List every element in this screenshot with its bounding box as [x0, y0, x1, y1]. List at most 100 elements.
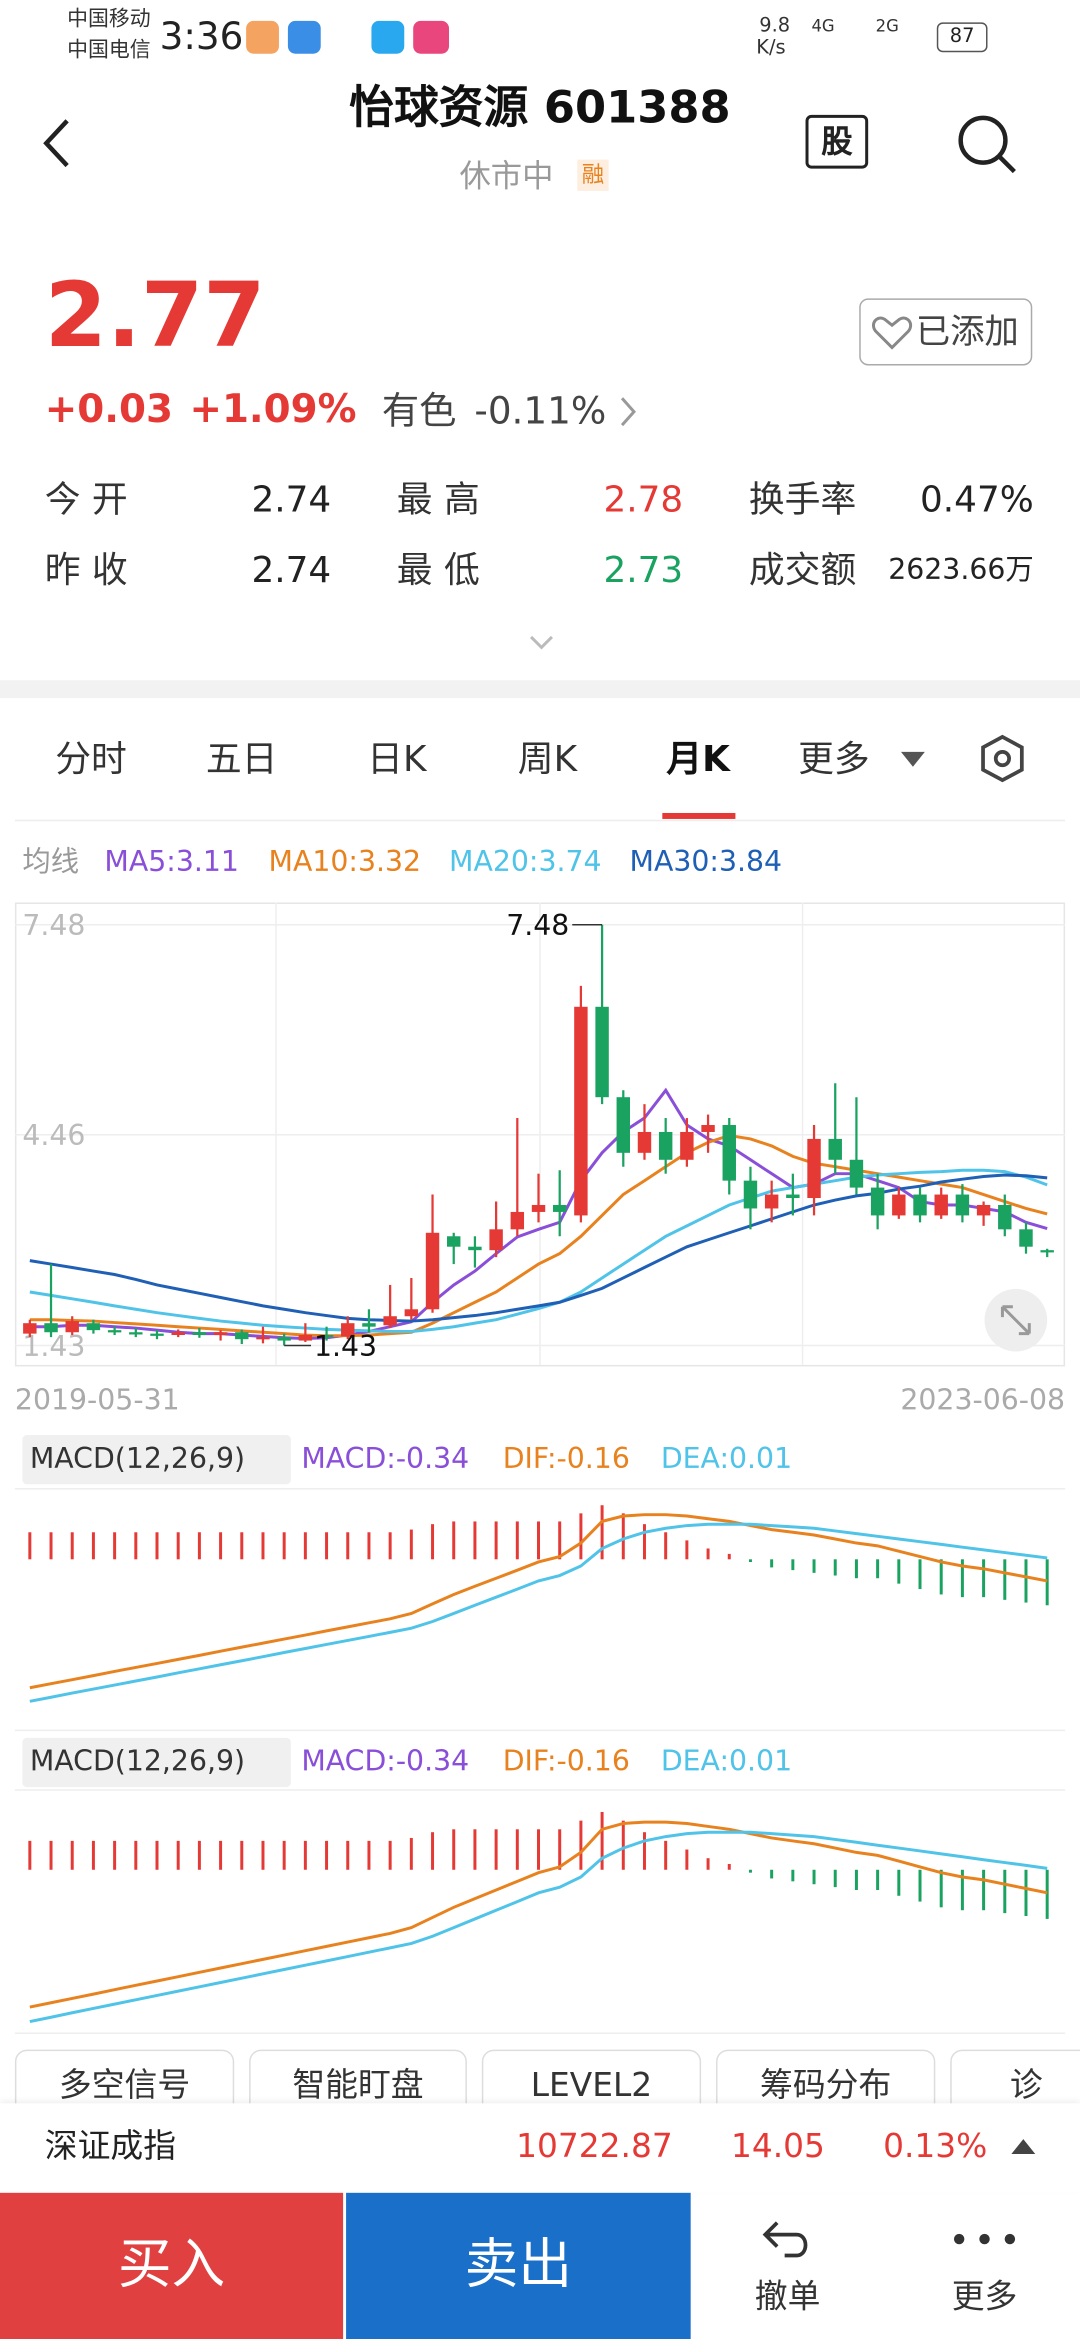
tab[interactable]: 月K — [666, 738, 730, 781]
settings-icon-dot — [993, 749, 1012, 768]
collapse-arrow[interactable] — [1010, 2136, 1037, 2157]
ma-legend: MA5:3.11 — [104, 845, 239, 879]
index-bar[interactable] — [0, 2103, 1080, 2193]
candle-body — [298, 1335, 313, 1341]
candle-body — [171, 1332, 185, 1336]
candle-body — [637, 1131, 652, 1153]
ma-legend: MA20:3.74 — [449, 845, 602, 879]
tab[interactable]: 五日 — [205, 738, 278, 781]
expand-chevron[interactable] — [528, 634, 555, 652]
app-icon — [287, 20, 321, 54]
stock-button[interactable]: 股 — [805, 114, 869, 169]
tool-button[interactable]: 多空信号 — [14, 2049, 235, 2125]
stat-value: 2.74 — [251, 478, 332, 521]
candle-body — [955, 1194, 970, 1216]
active-tab-underline — [662, 812, 736, 819]
ma-legend: MA10:3.32 — [268, 845, 422, 879]
start-date: 2019-05-31 — [14, 1384, 180, 1418]
tab[interactable]: 日K — [367, 738, 427, 781]
sell-button[interactable]: 卖出 — [346, 2192, 691, 2340]
macd-legend: MACD:-0.34 — [301, 1442, 470, 1476]
candle-body — [468, 1246, 482, 1251]
candle-body — [425, 1232, 440, 1310]
back-button[interactable] — [37, 116, 82, 170]
candle-body — [849, 1159, 864, 1188]
end-date: 2023-06-08 — [900, 1384, 1066, 1418]
sector[interactable]: 有色 — [381, 389, 457, 433]
candle-body — [235, 1332, 249, 1340]
candle-body — [129, 1332, 143, 1335]
candle-body — [595, 1006, 609, 1098]
ma-title: 均线 — [22, 845, 80, 879]
candle-body — [913, 1194, 927, 1216]
stat-label: 今 开 — [44, 478, 128, 521]
candle-body — [150, 1333, 164, 1336]
candle-body — [23, 1323, 37, 1334]
candle-body — [65, 1321, 79, 1333]
candle-body — [701, 1125, 715, 1132]
stat-label: 成交额 — [748, 548, 857, 591]
dif-legend: DIF:-0.16 — [502, 1442, 630, 1476]
macd-label-box[interactable] — [22, 1737, 291, 1788]
candle-body — [722, 1125, 736, 1181]
dif-line — [29, 1513, 1048, 1690]
app-icon — [371, 20, 405, 54]
sector-pct[interactable]: -0.11% — [474, 389, 607, 433]
tab[interactable]: 分时 — [55, 738, 127, 781]
candle-body — [362, 1323, 376, 1327]
stat-label: 昨 收 — [44, 548, 128, 591]
clock: 3:36 — [159, 14, 244, 59]
tool-button[interactable]: LEVEL2 — [481, 2049, 702, 2125]
candle-body — [892, 1194, 906, 1216]
candle-body — [680, 1131, 694, 1160]
candle-body — [552, 1204, 567, 1212]
stat-value: 2.73 — [603, 548, 684, 591]
macd-label-box[interactable] — [22, 1435, 291, 1485]
candle-body — [1040, 1250, 1054, 1253]
candle-body — [319, 1335, 334, 1338]
min-label: 1.43 — [314, 1330, 377, 1363]
candle-body — [341, 1323, 355, 1337]
market-status: 休市中 — [459, 158, 554, 194]
index-change-pct: 0.13% — [883, 2128, 988, 2166]
search-button[interactable] — [955, 112, 1021, 178]
price-change-pct: +1.09% — [189, 387, 357, 433]
candle-body — [489, 1229, 503, 1251]
candle-body — [383, 1316, 397, 1326]
macd-legend: MACD:-0.34 — [301, 1745, 470, 1779]
cancel-button[interactable]: 撤单 — [754, 2279, 821, 2317]
tab[interactable]: 周K — [517, 738, 578, 781]
candle-body — [998, 1204, 1012, 1230]
candle-body — [976, 1204, 991, 1216]
index-name: 深证成指 — [44, 2128, 177, 2166]
dea-legend: DEA:0.01 — [660, 1745, 793, 1779]
candle-body — [807, 1138, 821, 1199]
y-tick-label: 1.43 — [22, 1330, 85, 1363]
max-label: 7.48 — [506, 909, 569, 942]
network: 4G — [811, 16, 835, 36]
net-speed-unit: K/s — [756, 37, 786, 60]
battery: 87 — [936, 22, 988, 53]
buy-button[interactable]: 买入 — [0, 2192, 344, 2340]
price-change: +0.03 — [44, 387, 173, 433]
watch-button[interactable]: 已添加 — [859, 298, 1033, 366]
candle-body — [1019, 1229, 1033, 1247]
macd-title[interactable]: MACD(12,26,9) — [29, 1442, 246, 1476]
stat-label: 最 高 — [396, 478, 480, 521]
tab[interactable]: 更多 — [798, 738, 870, 781]
candle-body — [743, 1180, 758, 1209]
stat-value: 2.74 — [251, 548, 332, 591]
stat-value: 2623.66万 — [888, 553, 1034, 587]
dropdown-arrow — [900, 751, 925, 767]
candle-body — [616, 1097, 631, 1153]
index-change: 14.05 — [730, 2128, 825, 2166]
stat-label: 换手率 — [748, 478, 857, 521]
macd-title[interactable]: MACD(12,26,9) — [29, 1745, 246, 1779]
candle-body — [86, 1323, 101, 1331]
candle-body — [256, 1337, 270, 1340]
more-button[interactable]: 更多 — [951, 2279, 1018, 2317]
candle-body — [192, 1332, 207, 1336]
settings-icon[interactable] — [981, 734, 1024, 783]
